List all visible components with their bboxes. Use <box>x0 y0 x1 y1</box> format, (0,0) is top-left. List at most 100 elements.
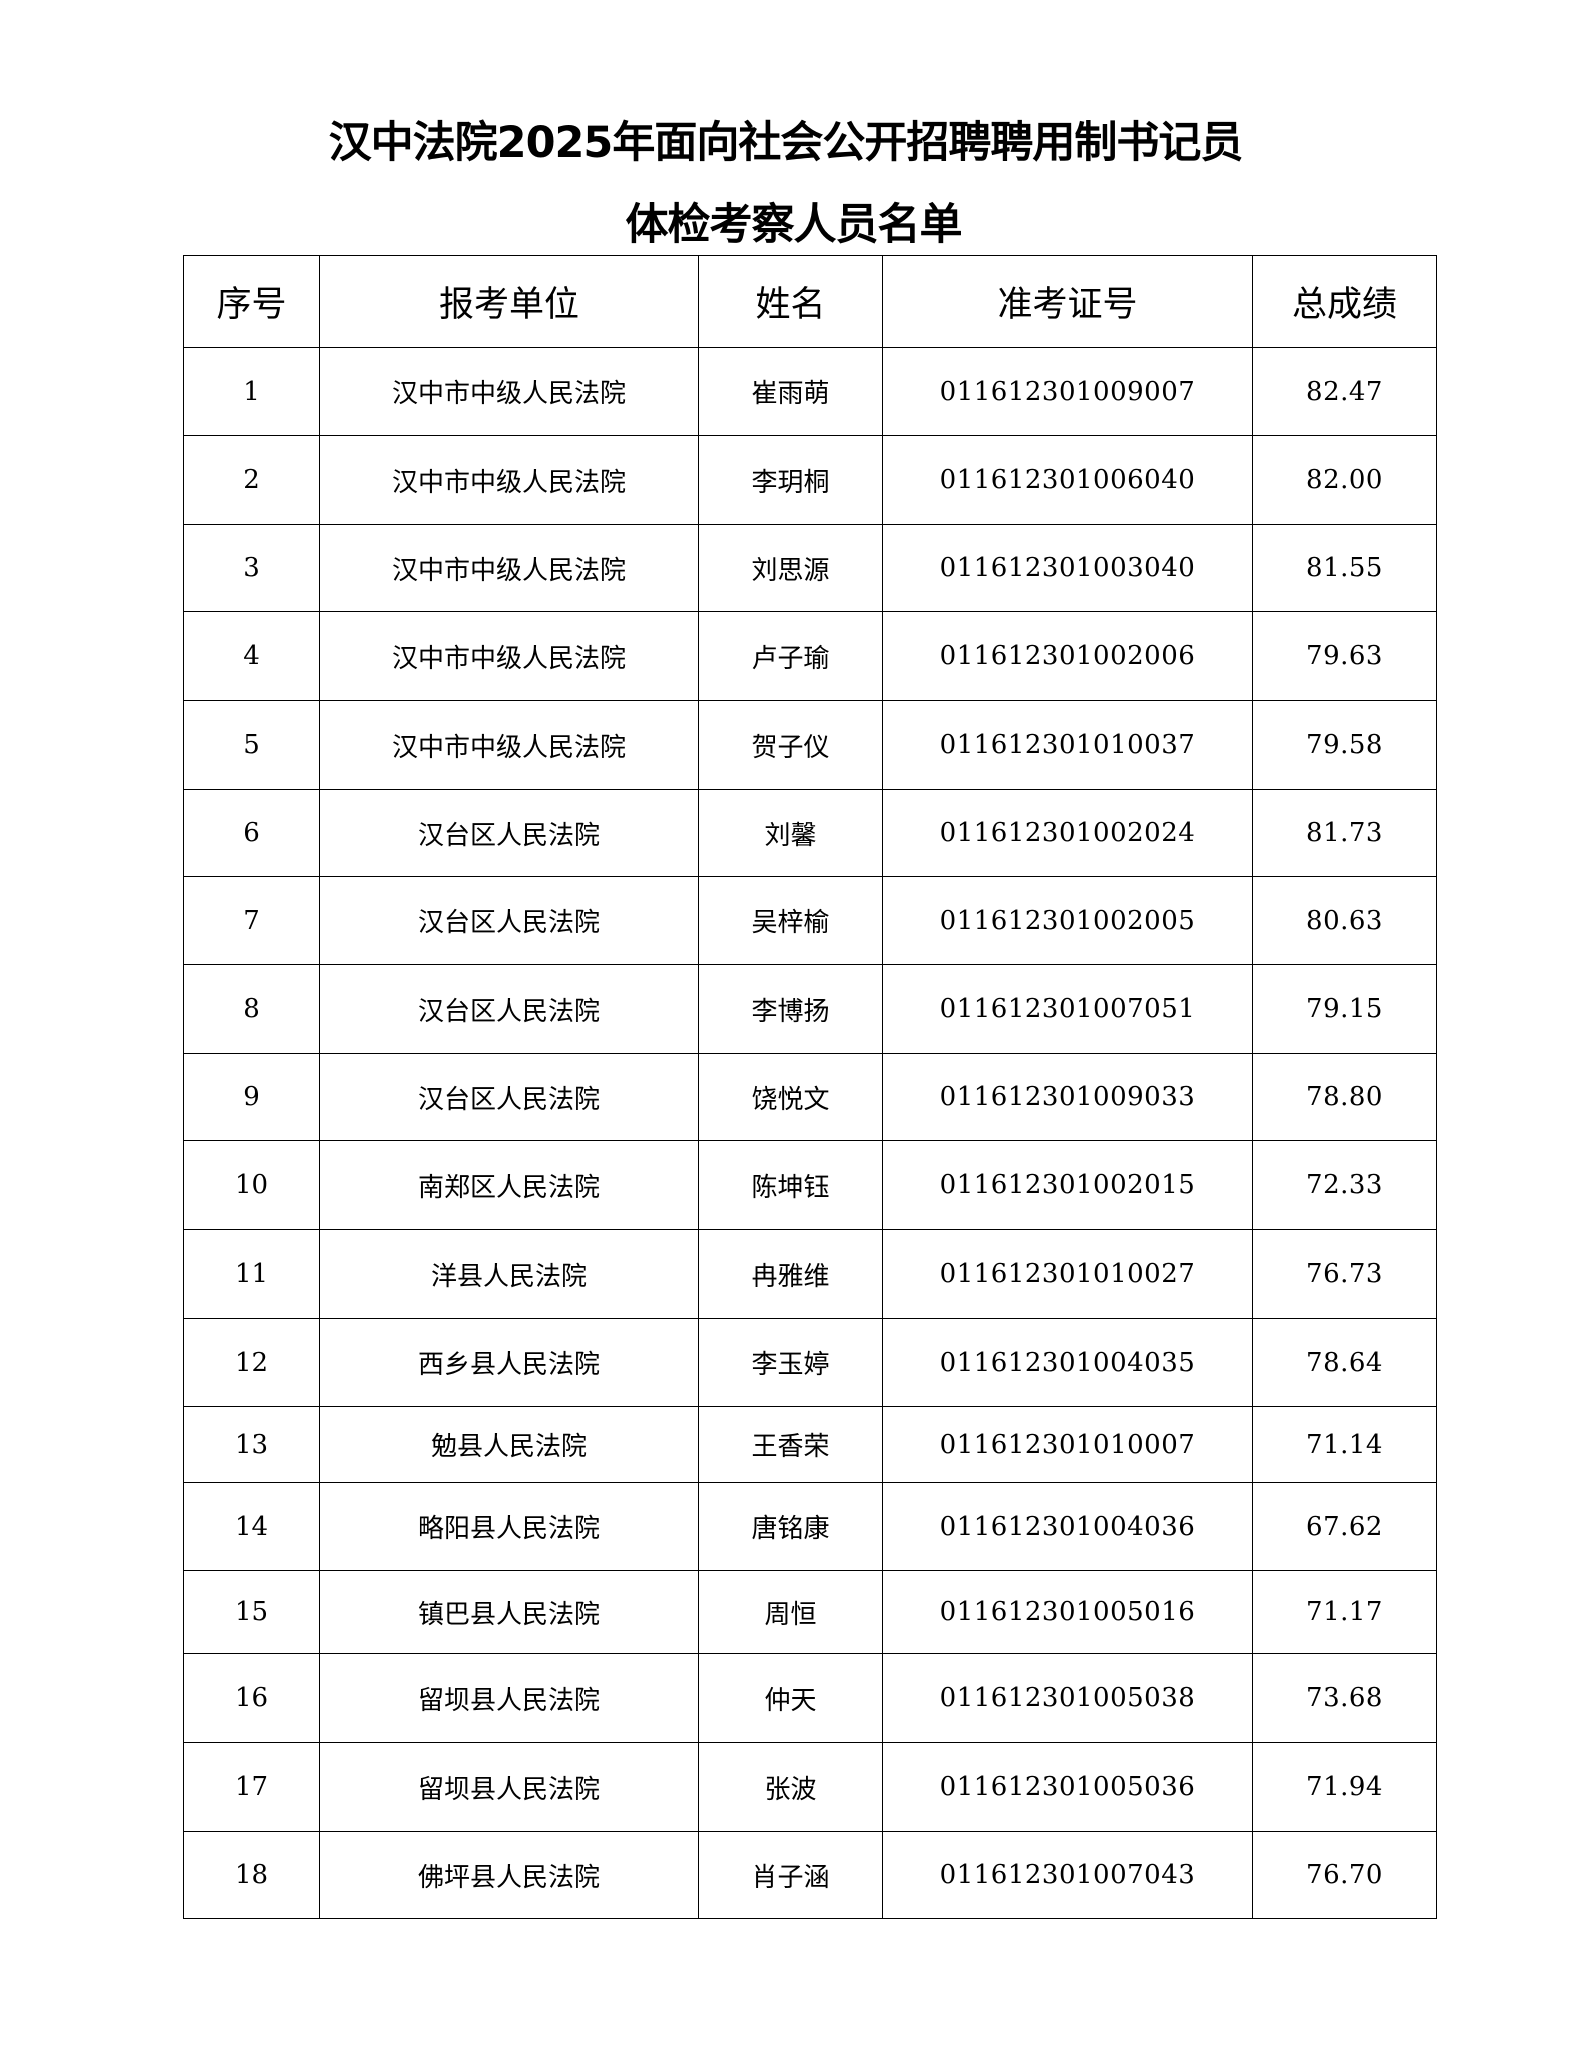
cell-index: 10 <box>183 1140 320 1230</box>
cell-exam-id: 011612301005016 <box>882 1570 1253 1654</box>
cell-name: 肖子涵 <box>698 1831 883 1919</box>
table-row: 13 勉县人民法院 王香荣 011612301010007 71.14 <box>183 1406 1437 1483</box>
cell-exam-id: 011612301009033 <box>882 1053 1253 1141</box>
cell-unit: 勉县人民法院 <box>319 1406 699 1483</box>
candidate-table: 序号 报考单位 姓名 准考证号 总成绩 1 汉中市中级人民法院 崔雨萌 0116123… <box>183 255 1437 1919</box>
cell-name: 李玥桐 <box>698 435 883 525</box>
cell-score: 79.63 <box>1252 611 1437 701</box>
cell-unit: 汉台区人民法院 <box>319 789 699 877</box>
table-row: 14 略阳县人民法院 唐铭康 011612301004036 67.62 <box>183 1482 1437 1571</box>
document-title-line2: 体检考察人员名单 <box>625 200 963 250</box>
cell-score: 79.15 <box>1252 964 1437 1054</box>
cell-exam-id: 011612301005036 <box>882 1742 1253 1832</box>
cell-score: 76.70 <box>1252 1831 1437 1919</box>
cell-name: 张波 <box>698 1742 883 1832</box>
cell-score: 67.62 <box>1252 1482 1437 1571</box>
header-unit: 报考单位 <box>319 255 699 348</box>
cell-unit: 留坝县人民法院 <box>319 1653 699 1743</box>
cell-name: 仲天 <box>698 1653 883 1743</box>
cell-unit: 西乡县人民法院 <box>319 1318 699 1407</box>
table-row: 18 佛坪县人民法院 肖子涵 011612301007043 76.70 <box>183 1831 1437 1919</box>
cell-name: 李博扬 <box>698 964 883 1054</box>
table-row: 11 洋县人民法院 冉雅维 011612301010027 76.73 <box>183 1229 1437 1319</box>
cell-score: 78.64 <box>1252 1318 1437 1407</box>
cell-index: 12 <box>183 1318 320 1407</box>
cell-index: 13 <box>183 1406 320 1483</box>
cell-score: 81.73 <box>1252 789 1437 877</box>
cell-unit: 汉台区人民法院 <box>319 1053 699 1141</box>
header-name: 姓名 <box>698 255 883 348</box>
cell-exam-id: 011612301010027 <box>882 1229 1253 1319</box>
cell-exam-id: 011612301004036 <box>882 1482 1253 1571</box>
table-row: 9 汉台区人民法院 饶悦文 011612301009033 78.80 <box>183 1053 1437 1141</box>
cell-unit: 镇巴县人民法院 <box>319 1570 699 1654</box>
cell-unit: 洋县人民法院 <box>319 1229 699 1319</box>
cell-score: 76.73 <box>1252 1229 1437 1319</box>
cell-index: 2 <box>183 435 320 525</box>
table-row: 4 汉中市中级人民法院 卢子瑜 011612301002006 79.63 <box>183 611 1437 701</box>
cell-score: 73.68 <box>1252 1653 1437 1743</box>
cell-index: 6 <box>183 789 320 877</box>
header-score: 总成绩 <box>1252 255 1437 348</box>
cell-name: 王香荣 <box>698 1406 883 1483</box>
cell-index: 4 <box>183 611 320 701</box>
table-row: 15 镇巴县人民法院 周恒 011612301005016 71.17 <box>183 1570 1437 1654</box>
cell-name: 卢子瑜 <box>698 611 883 701</box>
document-title-line1: 汉中法院2025年面向社会公开招聘聘用制书记员 <box>328 118 1244 168</box>
cell-index: 3 <box>183 524 320 612</box>
table-row: 12 西乡县人民法院 李玉婷 011612301004035 78.64 <box>183 1318 1437 1407</box>
cell-name: 李玉婷 <box>698 1318 883 1407</box>
cell-unit: 汉中市中级人民法院 <box>319 347 699 436</box>
cell-exam-id: 011612301010007 <box>882 1406 1253 1483</box>
cell-index: 16 <box>183 1653 320 1743</box>
cell-exam-id: 011612301009007 <box>882 347 1253 436</box>
cell-index: 8 <box>183 964 320 1054</box>
cell-unit: 汉中市中级人民法院 <box>319 524 699 612</box>
cell-score: 71.94 <box>1252 1742 1437 1832</box>
table-row: 3 汉中市中级人民法院 刘思源 011612301003040 81.55 <box>183 524 1437 612</box>
cell-exam-id: 011612301002006 <box>882 611 1253 701</box>
cell-score: 78.80 <box>1252 1053 1437 1141</box>
header-index: 序号 <box>183 255 320 348</box>
cell-name: 周恒 <box>698 1570 883 1654</box>
cell-index: 17 <box>183 1742 320 1832</box>
cell-name: 陈坤钰 <box>698 1140 883 1230</box>
cell-index: 5 <box>183 700 320 790</box>
cell-unit: 留坝县人民法院 <box>319 1742 699 1832</box>
cell-name: 刘思源 <box>698 524 883 612</box>
cell-score: 82.47 <box>1252 347 1437 436</box>
cell-exam-id: 011612301010037 <box>882 700 1253 790</box>
cell-unit: 汉中市中级人民法院 <box>319 435 699 525</box>
table-row: 6 汉台区人民法院 刘馨 011612301002024 81.73 <box>183 789 1437 877</box>
cell-name: 饶悦文 <box>698 1053 883 1141</box>
cell-score: 71.17 <box>1252 1570 1437 1654</box>
table-header-row: 序号 报考单位 姓名 准考证号 总成绩 <box>183 255 1437 348</box>
cell-index: 14 <box>183 1482 320 1571</box>
cell-unit: 略阳县人民法院 <box>319 1482 699 1571</box>
cell-score: 71.14 <box>1252 1406 1437 1483</box>
cell-unit: 南郑区人民法院 <box>319 1140 699 1230</box>
cell-exam-id: 011612301005038 <box>882 1653 1253 1743</box>
table-row: 17 留坝县人民法院 张波 011612301005036 71.94 <box>183 1742 1437 1832</box>
cell-index: 11 <box>183 1229 320 1319</box>
cell-index: 1 <box>183 347 320 436</box>
cell-exam-id: 011612301003040 <box>882 524 1253 612</box>
cell-unit: 汉台区人民法院 <box>319 964 699 1054</box>
table-row: 1 汉中市中级人民法院 崔雨萌 011612301009007 82.47 <box>183 347 1437 436</box>
cell-name: 冉雅维 <box>698 1229 883 1319</box>
cell-unit: 汉台区人民法院 <box>319 876 699 965</box>
cell-name: 崔雨萌 <box>698 347 883 436</box>
cell-name: 吴梓榆 <box>698 876 883 965</box>
cell-score: 79.58 <box>1252 700 1437 790</box>
table-row: 8 汉台区人民法院 李博扬 011612301007051 79.15 <box>183 964 1437 1054</box>
cell-unit: 佛坪县人民法院 <box>319 1831 699 1919</box>
cell-score: 72.33 <box>1252 1140 1437 1230</box>
cell-exam-id: 011612301002024 <box>882 789 1253 877</box>
cell-name: 贺子仪 <box>698 700 883 790</box>
cell-index: 7 <box>183 876 320 965</box>
cell-index: 18 <box>183 1831 320 1919</box>
cell-name: 唐铭康 <box>698 1482 883 1571</box>
cell-index: 15 <box>183 1570 320 1654</box>
cell-exam-id: 011612301002005 <box>882 876 1253 965</box>
table-row: 2 汉中市中级人民法院 李玥桐 011612301006040 82.00 <box>183 435 1437 525</box>
